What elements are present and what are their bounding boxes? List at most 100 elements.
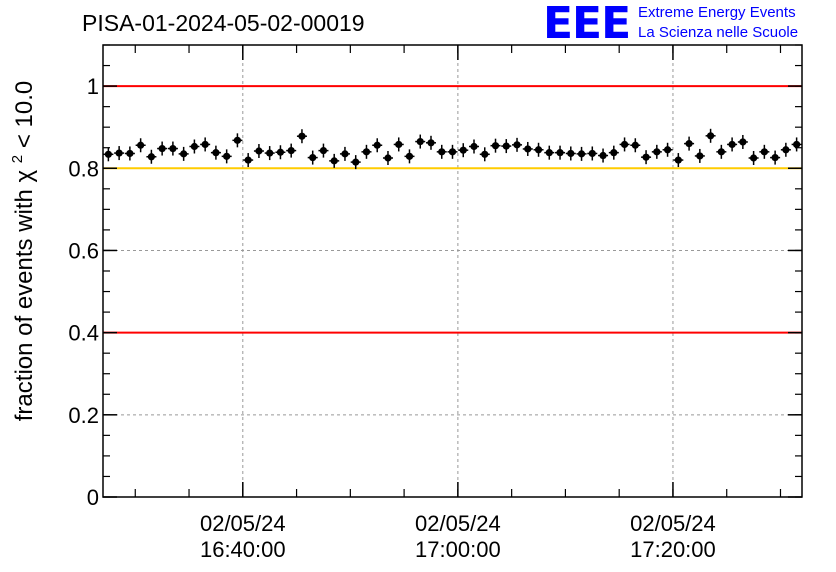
data-point: [157, 141, 168, 156]
data-point: [555, 145, 566, 160]
data-point: [748, 151, 759, 165]
data-point: [522, 141, 533, 156]
data-point: [673, 153, 684, 168]
data-point: [114, 146, 125, 161]
y-axis-label-exponent: 2: [9, 155, 26, 163]
data-point: [124, 146, 135, 161]
point-marker: [782, 146, 790, 154]
data-point: [339, 146, 350, 161]
point-marker: [158, 144, 166, 153]
y-tick-label: 0: [87, 485, 99, 510]
point-marker: [115, 149, 123, 157]
data-point: [662, 142, 673, 157]
data-point: [770, 150, 781, 165]
logo-line-2: La Scienza nelle Scuole: [638, 24, 799, 41]
grid: [103, 45, 802, 497]
data-point: [253, 144, 264, 159]
data-point: [189, 139, 200, 154]
point-marker: [126, 149, 134, 158]
data-point: [630, 138, 641, 153]
point-marker: [481, 150, 489, 158]
data-point: [490, 138, 501, 153]
chart-title: PISA-01-2024-05-02-00019: [82, 10, 365, 36]
data-point: [436, 144, 447, 159]
point-marker: [706, 132, 715, 140]
reference-lines: [103, 85, 802, 334]
point-marker: [760, 148, 768, 156]
point-marker: [717, 148, 725, 156]
logo-line-1: Extreme Energy Events: [638, 4, 796, 21]
point-marker: [405, 152, 414, 160]
data-point: [425, 135, 436, 150]
data-point: [651, 144, 662, 159]
data-point: [135, 138, 146, 153]
data-point: [727, 137, 738, 152]
point-marker: [750, 154, 758, 162]
x-tick-time-label: 17:00:00: [415, 537, 501, 562]
point-marker: [309, 153, 317, 162]
x-tick-time-label: 17:20:00: [630, 537, 716, 562]
data-point: [759, 144, 770, 159]
point-marker: [201, 140, 209, 149]
point-marker: [620, 140, 629, 149]
data-point: [780, 142, 791, 157]
point-marker: [588, 149, 596, 158]
data-point: [501, 139, 512, 154]
point-marker: [212, 149, 220, 157]
point-marker: [427, 139, 435, 147]
data-point: [716, 144, 727, 159]
data-point: [178, 146, 189, 161]
point-marker: [793, 140, 801, 149]
point-marker: [352, 158, 360, 166]
data-point: [737, 134, 748, 149]
data-point: [565, 146, 576, 161]
point-marker: [545, 149, 553, 157]
point-marker: [190, 142, 199, 151]
data-point: [458, 143, 469, 158]
x-tick-date-label: 02/05/24: [415, 511, 501, 536]
data-point: [275, 145, 286, 160]
point-marker: [696, 152, 704, 160]
axis-ticks: 00.20.40.60.8102/05/2416:40:0002/05/2417…: [68, 44, 802, 562]
point-marker: [276, 148, 285, 156]
data-point: [608, 145, 619, 160]
point-marker: [341, 150, 349, 158]
point-marker: [287, 147, 295, 155]
data-point: [329, 153, 340, 168]
data-point: [447, 144, 458, 159]
data-point: [264, 146, 275, 161]
plot-frame: [102, 44, 803, 498]
point-marker: [104, 150, 112, 158]
point-marker: [524, 145, 532, 153]
data-point: [307, 150, 318, 165]
point-marker: [610, 149, 618, 157]
data-point: [286, 143, 297, 158]
y-tick-label: 0.6: [68, 238, 99, 263]
point-marker: [362, 148, 371, 156]
x-tick-time-label: 16:40:00: [200, 537, 286, 562]
data-points: [103, 128, 802, 170]
point-marker: [728, 140, 736, 149]
data-point: [512, 137, 523, 152]
point-marker: [685, 140, 693, 148]
point-marker: [416, 137, 424, 146]
eee-logo: EEE: [543, 0, 631, 49]
point-marker: [266, 149, 274, 157]
data-point: [350, 155, 361, 170]
data-point: [296, 129, 307, 144]
point-marker: [567, 149, 575, 158]
y-tick-label: 0.8: [68, 156, 99, 181]
x-tick-date-label: 02/05/24: [630, 511, 716, 536]
data-point: [404, 149, 415, 164]
y-tick-label: 0.4: [68, 321, 99, 346]
data-point: [533, 142, 544, 157]
point-marker: [438, 148, 446, 156]
point-marker: [255, 147, 263, 155]
point-marker: [653, 148, 661, 156]
y-tick-label: 0.2: [68, 403, 99, 428]
y-axis-label: fraction of events with χ 2 < 10.0: [9, 81, 38, 421]
data-point: [694, 148, 705, 163]
point-marker: [395, 140, 403, 149]
point-marker: [223, 152, 231, 160]
